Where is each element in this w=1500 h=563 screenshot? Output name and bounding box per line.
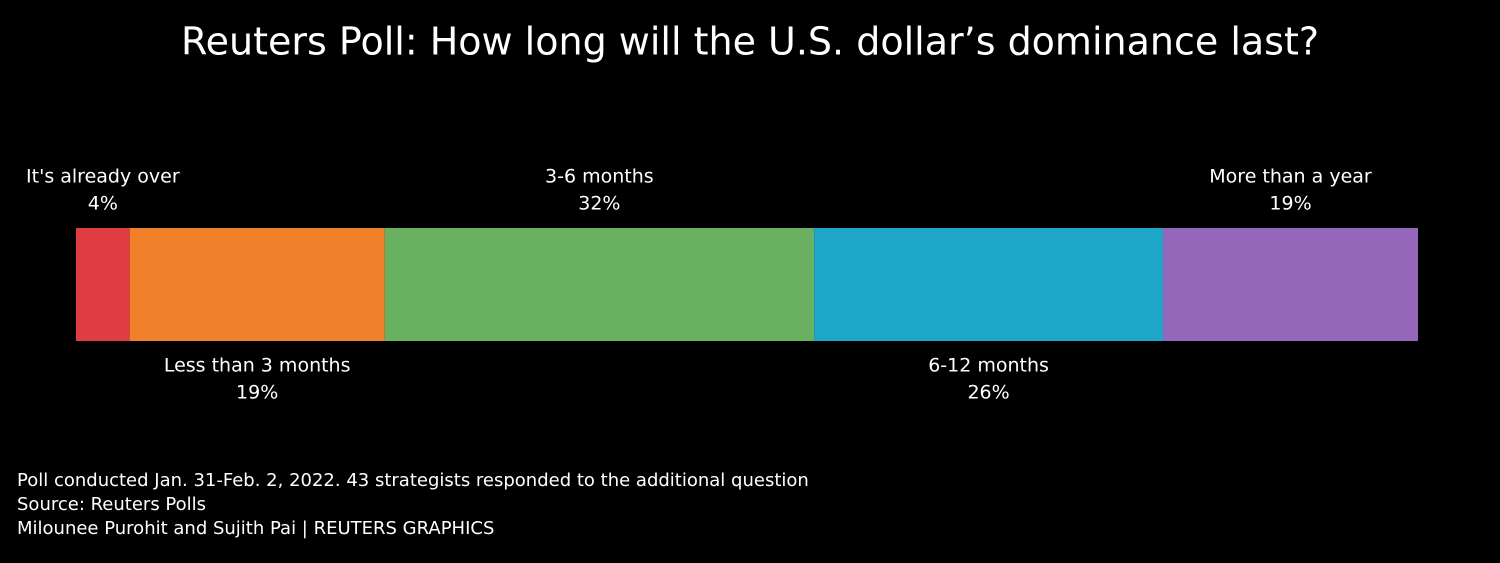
category-label: It's already over (26, 166, 180, 188)
value-label: 19% (236, 382, 278, 404)
chart-title: Reuters Poll: How long will the U.S. dol… (181, 20, 1319, 64)
footnote: Source: Reuters Polls (17, 494, 206, 515)
category-label: Less than 3 months (164, 355, 351, 377)
value-label: 26% (967, 382, 1009, 404)
bar-segment (76, 228, 130, 341)
category-label: More than a year (1209, 166, 1372, 188)
bar-segment (1163, 228, 1418, 341)
value-label: 4% (88, 193, 118, 215)
bar-segment (129, 228, 385, 341)
value-label: 19% (1269, 193, 1311, 215)
footnote: Milounee Purohit and Sujith Pai | REUTER… (17, 518, 494, 539)
value-label: 32% (578, 193, 620, 215)
bar-segment (814, 228, 1164, 341)
category-label: 3-6 months (545, 166, 654, 188)
bar-segment (384, 228, 815, 341)
category-label: 6-12 months (928, 355, 1049, 377)
footnote: Poll conducted Jan. 31-Feb. 2, 2022. 43 … (17, 470, 809, 491)
